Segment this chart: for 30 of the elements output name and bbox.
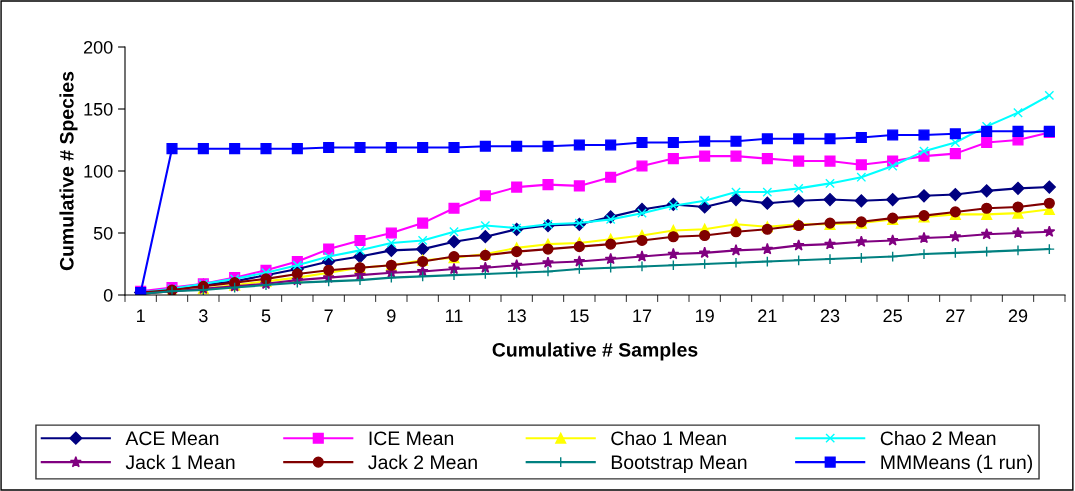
x-tick-label: 1: [137, 309, 145, 322]
legend-label: Chao 2 Mean: [880, 430, 996, 446]
legend-label: MMMeans (1 run): [881, 454, 1033, 473]
legend-label: Chao 1 Mean: [611, 430, 726, 446]
x-tick-label: 23: [820, 309, 840, 323]
x-tick-label: 25: [883, 309, 902, 323]
x-tick-label: 3: [199, 309, 208, 323]
y-axis-title: Cumulative # Species: [59, 71, 78, 271]
x-axis-title: Cumulative # Samples: [492, 342, 698, 361]
legend-label: Jack 2 Mean: [368, 454, 477, 470]
y-tick-label: 200: [83, 40, 113, 54]
x-tick-label: 5: [261, 309, 271, 323]
x-tick-label: 29: [1008, 309, 1028, 323]
x-tick-label: 15: [570, 309, 589, 323]
legend-label: ACE Mean: [125, 431, 219, 446]
x-tick-label: 19: [696, 309, 714, 323]
x-tick-label: 13: [508, 309, 526, 323]
legend-label: ICE Mean: [369, 431, 454, 446]
x-tick-label: 11: [446, 309, 463, 322]
y-tick-label: 150: [84, 102, 113, 116]
y-tick-label: 50: [93, 226, 113, 240]
y-tick-label: 0: [103, 288, 113, 302]
legend-label: Bootstrap Mean: [611, 455, 747, 473]
x-tick-label: 21: [758, 309, 777, 322]
y-tick-label: 100: [84, 164, 113, 178]
x-tick-label: 27: [946, 309, 965, 322]
legend-label: Jack 1 Mean: [125, 454, 235, 470]
x-tick-label: 9: [387, 309, 396, 323]
x-tick-label: 17: [633, 309, 652, 322]
x-tick-label: 7: [324, 309, 333, 322]
